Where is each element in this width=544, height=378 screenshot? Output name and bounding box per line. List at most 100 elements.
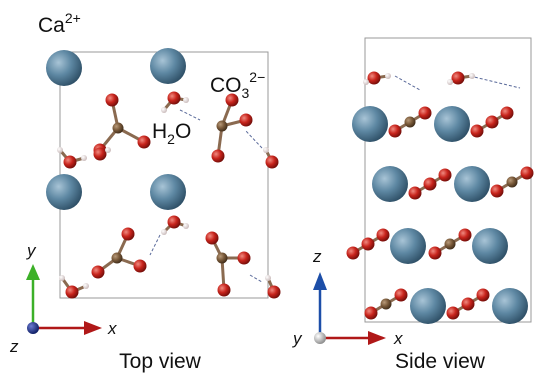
atom-ca [150, 174, 186, 210]
atom-c [405, 117, 416, 128]
atom-o [462, 298, 475, 311]
axis-label: y [292, 329, 303, 348]
water-label: H2O [152, 120, 191, 147]
atom-h [469, 73, 475, 79]
atom-o [521, 167, 534, 180]
atom-o [452, 72, 465, 85]
atom-o [168, 92, 181, 105]
atom-c [507, 177, 518, 188]
axis-label: x [393, 329, 403, 348]
atoms [46, 48, 534, 324]
atom-o [134, 260, 147, 273]
symbol: CO [210, 74, 242, 97]
axes-side: z x y [292, 247, 403, 348]
atom-ca [352, 106, 388, 142]
atom-ca [434, 106, 470, 142]
view-title: Top view [119, 350, 202, 373]
hydrogen-bond [250, 275, 262, 282]
atom-o [447, 307, 460, 320]
atom-c [445, 239, 456, 250]
atom-o [377, 229, 390, 242]
subscript: 2 [167, 131, 175, 147]
atom-h [161, 107, 167, 113]
symbol: H [152, 120, 167, 143]
atom-o [486, 116, 499, 129]
atom-o [168, 216, 181, 229]
calcium-label: Ca2+ [38, 10, 81, 37]
atom-h [363, 79, 369, 85]
hydrogen-bond [180, 110, 200, 120]
atom-o [491, 185, 504, 198]
atom-h [265, 275, 271, 281]
atom-ca [454, 166, 490, 202]
atom-c [217, 253, 228, 264]
atom-o [212, 150, 225, 163]
atom-o [419, 107, 432, 120]
atom-ca [46, 50, 82, 86]
atom-o [395, 289, 408, 302]
hydrogen-bond [470, 76, 520, 88]
atom-o [347, 247, 360, 260]
atom-o [66, 286, 79, 299]
atom-o [368, 72, 381, 85]
charge: 2− [249, 69, 265, 85]
figure: Ca2+ CO32− H2O y x z z x y Top view Side… [0, 0, 544, 378]
atom-h [161, 229, 167, 235]
atom-h [83, 283, 89, 289]
atom-ca [390, 228, 426, 264]
atom-h [81, 155, 87, 161]
symbol: Ca [38, 14, 65, 37]
axis-label: x [107, 319, 117, 338]
atom-o [424, 178, 437, 191]
atom-o [218, 284, 231, 297]
atom-o [471, 125, 484, 138]
hydrogen-bond [395, 76, 420, 90]
atom-o [206, 232, 219, 245]
atom-o [429, 247, 442, 260]
atom-h [59, 275, 65, 281]
subscript: 3 [242, 85, 250, 101]
atom-o [439, 169, 452, 182]
hydrogen-bond [150, 235, 160, 255]
atom-h [105, 147, 111, 153]
atom-c [113, 123, 124, 134]
atom-o [389, 125, 402, 138]
atom-h [57, 147, 63, 153]
atom-o [240, 114, 253, 127]
atom-o [238, 252, 251, 265]
atom-o [106, 94, 119, 107]
atom-o [459, 229, 472, 242]
atom-o [365, 307, 378, 320]
atom-o [138, 136, 151, 149]
symbol: O [175, 120, 191, 143]
axis-label: z [312, 247, 322, 266]
atom-o [477, 289, 490, 302]
charge: 2+ [65, 10, 81, 26]
atom-o [266, 156, 279, 169]
axis-label: y [26, 241, 37, 260]
atom-c [112, 253, 123, 264]
atom-h [447, 79, 453, 85]
view-title: Side view [395, 350, 486, 373]
atom-o [409, 187, 422, 200]
atom-o [122, 228, 135, 241]
atom-h [183, 223, 189, 229]
atom-o [501, 107, 514, 120]
atom-o [92, 266, 105, 279]
axis-label: z [9, 337, 19, 356]
atom-ca [150, 48, 186, 84]
atom-ca [46, 174, 82, 210]
atom-o [268, 286, 281, 299]
atom-h [263, 147, 269, 153]
atom-h [183, 97, 189, 103]
atom-ca [372, 166, 408, 202]
carbonate-label: CO32− [210, 69, 265, 101]
atom-c [381, 299, 392, 310]
atom-ca [410, 288, 446, 324]
atom-o [64, 156, 77, 169]
atom-h [385, 73, 391, 79]
hydrogen-bond [245, 130, 262, 148]
atom-ca [492, 288, 528, 324]
atom-o [362, 238, 375, 251]
atom-o [94, 148, 107, 161]
